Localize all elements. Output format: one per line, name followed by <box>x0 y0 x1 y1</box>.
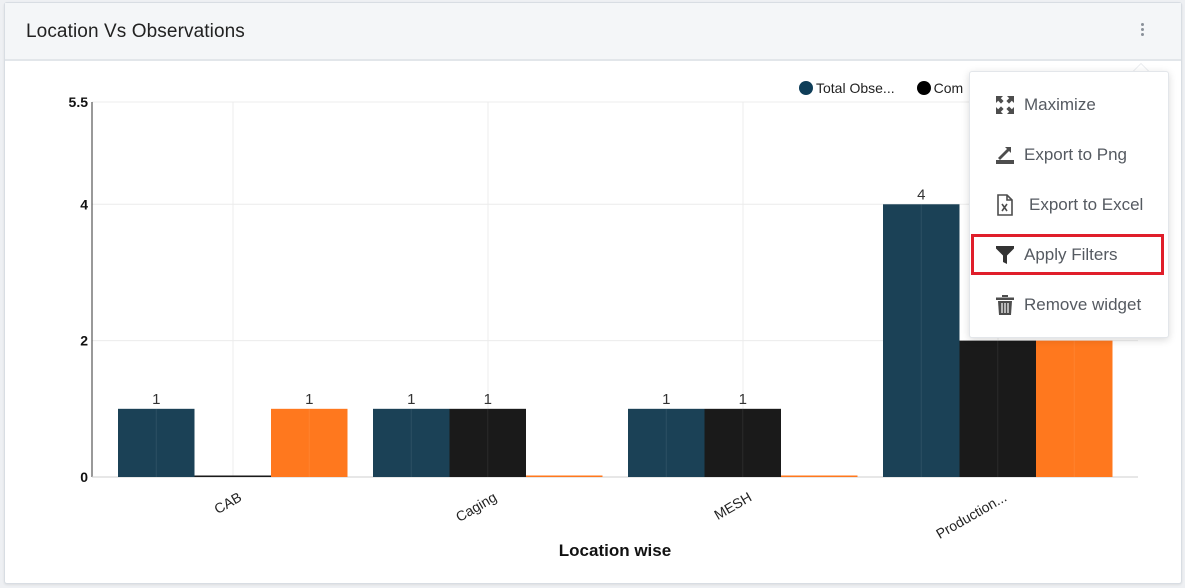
menu-item-export-excel[interactable]: Export to Excel <box>970 185 1168 225</box>
bar <box>373 408 450 477</box>
menu-item-label: Maximize <box>1024 95 1096 114</box>
legend-label: Total Obse... <box>816 80 895 96</box>
data-label: 1 <box>484 391 492 408</box>
bar <box>781 475 858 477</box>
bar <box>959 340 1036 477</box>
legend-swatch <box>799 81 813 95</box>
bar <box>1036 340 1113 477</box>
menu-item-remove-widget[interactable]: Remove widget <box>970 285 1168 325</box>
x-tick-label: Caging <box>453 489 499 525</box>
widget-options-menu: Maximize Export to Png Export to Excel <box>969 71 1169 338</box>
excel-file-icon <box>994 194 1016 216</box>
legend-swatch <box>916 81 931 95</box>
data-label: 1 <box>305 391 313 408</box>
bar <box>704 408 781 477</box>
menu-item-label: Apply Filters <box>1024 244 1118 264</box>
chart-legend: Total Obse... Com <box>799 80 963 96</box>
bar <box>628 408 705 477</box>
menu-item-label: Export to Png <box>1024 145 1128 164</box>
legend-label: Com <box>933 80 964 96</box>
menu-caret <box>1133 64 1149 72</box>
y-tick-label: 5.5 <box>69 94 89 110</box>
x-tick-label: CAB <box>211 489 244 517</box>
menu-item-export-png[interactable]: Export to Png <box>970 135 1168 175</box>
x-tick-label: MESH <box>711 489 754 523</box>
menu-item-maximize[interactable]: Maximize <box>970 85 1168 125</box>
menu-item-label: Remove widget <box>1024 295 1142 314</box>
export-png-icon <box>994 144 1016 166</box>
y-tick-label: 4 <box>80 196 88 212</box>
data-label: 1 <box>152 391 160 408</box>
bar <box>194 475 271 477</box>
menu-item-label: Export to Excel <box>1029 195 1144 214</box>
maximize-icon <box>994 94 1016 116</box>
bar <box>449 408 526 477</box>
filter-icon <box>994 244 1016 266</box>
x-tick-label: Production... <box>933 489 1009 542</box>
bar <box>118 408 195 477</box>
more-vertical-icon[interactable] <box>1134 18 1150 40</box>
y-tick-label: 0 <box>80 469 88 485</box>
bar <box>271 408 348 477</box>
widget-header: Location Vs Observations <box>5 3 1181 61</box>
widget-title: Location Vs Observations <box>26 21 245 42</box>
data-label: 1 <box>662 391 670 408</box>
menu-item-apply-filters[interactable]: Apply Filters <box>971 234 1164 275</box>
x-axis-title: Location wise <box>559 541 671 560</box>
legend-item-com[interactable]: Com <box>916 80 964 96</box>
trash-icon <box>994 294 1016 316</box>
data-label: 1 <box>739 391 747 408</box>
data-label: 1 <box>407 391 415 408</box>
data-label: 4 <box>917 186 925 203</box>
y-tick-label: 2 <box>80 333 88 349</box>
legend-item-total-observations[interactable]: Total Obse... <box>799 80 895 96</box>
bar <box>883 204 960 478</box>
bar <box>526 475 603 477</box>
